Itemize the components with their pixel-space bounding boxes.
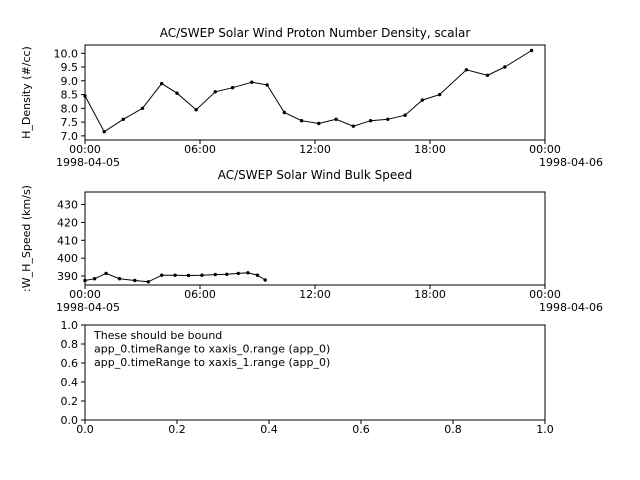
y-tick-label: 410	[57, 234, 78, 247]
chart-1-data-point	[173, 273, 177, 277]
x-tick-label: 0.2	[168, 423, 186, 436]
y-tick-label: 390	[57, 270, 78, 283]
x-tick-label: 00:00	[529, 288, 561, 301]
x-tick-label: 12:00	[299, 288, 331, 301]
x-axis-end-date: 1998-04-06	[539, 301, 603, 314]
chart-0-data-point	[368, 119, 373, 123]
x-tick-label: 0.4	[260, 423, 278, 436]
chart-1-data-point	[146, 280, 150, 284]
chart-0-data-point	[386, 117, 390, 122]
chart-1-data-point	[213, 272, 217, 277]
x-tick-label: 12:00	[299, 143, 331, 156]
x-axis-start-date: 1998-04-05	[56, 301, 120, 314]
y-tick-label: 9.0	[61, 75, 79, 88]
y-tick-label: 7.0	[61, 130, 79, 143]
chart-0-data-point	[351, 124, 355, 128]
chart-0-data-point	[265, 83, 269, 87]
chart-0-data-point	[299, 119, 304, 123]
y-tick-label: 9.5	[61, 61, 79, 74]
chart-0-data-point	[403, 113, 407, 117]
x-tick-label: 0.0	[76, 423, 94, 436]
chart-1-data-point	[104, 271, 108, 276]
chart-0-plot-area[interactable]	[84, 44, 546, 141]
y-tick-label: 0.6	[61, 357, 79, 370]
chart-1-data-point	[246, 271, 250, 275]
chart-0-data-point	[317, 121, 321, 126]
chart-1-data-point	[117, 277, 122, 281]
x-axis-start-date: 1998-04-05	[56, 156, 120, 169]
chart-0-data-point	[420, 98, 424, 102]
y-tick-label: 0.0	[61, 414, 79, 427]
chart-0-data-point	[83, 94, 87, 98]
chart-1-data-point	[255, 273, 260, 277]
chart-0: 00:00 06:00 12:00 18:00 00:007.07.58.08.59.0…	[20, 26, 603, 169]
chart-1-data-point	[92, 277, 97, 281]
y-tick-label: 0.8	[61, 338, 79, 351]
chart-0-data-point	[250, 80, 254, 84]
chart-1-series-line	[84, 272, 266, 283]
y-tick-label: 430	[57, 199, 78, 212]
chart-0-data-point	[230, 86, 235, 90]
y-tick-label: 7.5	[61, 116, 79, 129]
chart-1-title: AC/SWEP Solar Wind Bulk Speed	[218, 168, 412, 182]
chart-1-data-point	[133, 278, 137, 283]
x-tick-label: 0.8	[444, 423, 462, 436]
chart-1-data-point	[186, 273, 191, 278]
chart-2-annotation-line-0: These should be bound	[93, 329, 222, 342]
x-tick-label: 00:00	[69, 143, 101, 156]
x-tick-label: 1.0	[536, 423, 554, 436]
chart-0-data-point	[121, 117, 126, 122]
chart-1-data-point	[83, 278, 87, 283]
y-tick-label: 8.0	[61, 102, 79, 115]
chart-2-annotation-line-1: app_0.timeRange to xaxis_0.range (app_0)	[94, 343, 330, 356]
y-tick-label: 10.0	[54, 47, 79, 60]
x-tick-label: 00:00	[69, 288, 101, 301]
chart-1-data-point	[263, 278, 267, 282]
chart-2-annotation-line-2: app_0.timeRange to xaxis_1.range (app_0)	[94, 356, 330, 369]
x-tick-label: 18:00	[414, 143, 446, 156]
chart-1-ylabel: :W_H_Speed (km/s)	[20, 185, 33, 292]
chart-0-data-point	[194, 108, 198, 112]
y-tick-label: 400	[57, 252, 78, 265]
y-tick-label: 1.0	[61, 319, 79, 332]
chart-1-data-point	[160, 273, 164, 277]
chart-2: 0.0 0.2 0.4 0.6 0.8 1.0 0.0 0.2 0.4 0.6 0.8 1.0 Thes…	[61, 319, 554, 436]
y-tick-label: 0.2	[61, 395, 79, 408]
chart-1-plot-area[interactable]	[84, 191, 546, 286]
chart-0-data-point	[485, 73, 490, 78]
x-tick-label: 06:00	[184, 143, 216, 156]
chart-0-data-point	[464, 68, 469, 72]
chart-1-data-point	[225, 272, 229, 276]
y-tick-label: 420	[57, 216, 78, 229]
x-tick-label: 0.6	[352, 423, 370, 436]
y-tick-label: 0.4	[61, 376, 79, 389]
chart-0-data-point	[503, 65, 507, 69]
chart-0-data-point	[160, 81, 164, 86]
chart-0-data-point	[140, 106, 145, 111]
chart-0-title: AC/SWEP Solar Wind Proton Number Density…	[160, 26, 471, 40]
chart-0-data-point	[102, 130, 106, 134]
x-tick-label: 06:00	[184, 288, 216, 301]
chart-0-data-point	[213, 90, 217, 94]
x-axis-end-date: 1998-04-06	[539, 156, 603, 169]
chart-1-data-point	[200, 273, 204, 277]
x-tick-label: 00:00	[529, 143, 561, 156]
x-tick-label: 18:00	[414, 288, 446, 301]
chart-0-ylabel: H_Density (#/cc)	[20, 46, 33, 139]
chart-0-series-line	[84, 50, 532, 133]
chart-0-data-point	[334, 117, 338, 122]
chart-0-data-point	[437, 92, 442, 97]
chart-0-data-point	[282, 110, 286, 115]
chart-2-plot-area[interactable]	[84, 324, 546, 421]
y-tick-label: 8.5	[61, 89, 79, 102]
chart-1: 00:00 06:00 12:00 18:00 00:00 390 400 410 420 430…	[20, 168, 603, 314]
chart-0-data-point	[529, 48, 534, 53]
chart-0-data-point	[175, 91, 179, 95]
chart-1-data-point	[236, 271, 240, 276]
